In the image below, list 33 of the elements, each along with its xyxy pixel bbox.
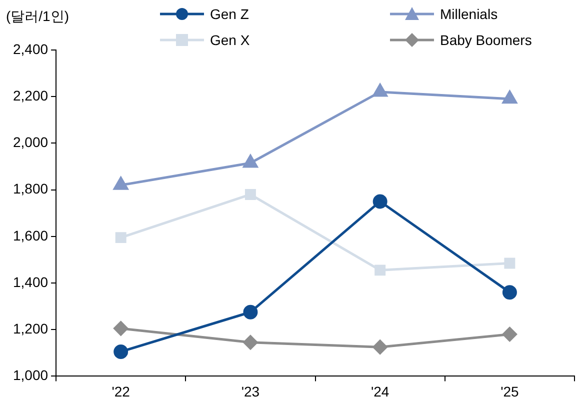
point: [502, 327, 517, 342]
point: [374, 264, 386, 276]
point: [372, 84, 388, 97]
legend-label: Gen Z: [210, 6, 249, 22]
legend-label: Baby Boomers: [440, 32, 532, 48]
y-tick-label: 1,600: [12, 227, 48, 244]
point: [243, 154, 258, 168]
point: [114, 176, 128, 190]
y-tick-label: 2,400: [12, 40, 48, 57]
y-tick-label: 1,200: [12, 320, 48, 336]
point: [243, 335, 258, 350]
point: [504, 258, 516, 269]
point: [243, 304, 258, 320]
y-tick-label: 1,400: [12, 274, 48, 290]
point: [244, 188, 256, 200]
x-tick-label: '25: [500, 383, 520, 400]
y-tick-label: 2,200: [12, 87, 48, 104]
x-tick-label: '23: [241, 383, 260, 400]
x-tick-label: '22: [112, 383, 130, 400]
point: [115, 232, 126, 244]
point: [372, 194, 388, 209]
legend-label: Gen X: [210, 32, 250, 48]
y-axis-title: (달러/1인): [6, 8, 69, 26]
y-tick-label: 1,000: [12, 367, 48, 384]
point: [114, 321, 128, 336]
point: [502, 285, 517, 300]
point: [502, 90, 518, 104]
y-tick-label: 2,000: [12, 134, 48, 150]
y-tick-label: 1,800: [12, 180, 48, 197]
point: [114, 344, 128, 359]
point: [372, 340, 388, 354]
x-tick-label: '24: [370, 383, 390, 400]
legend-label: Millenials: [440, 6, 498, 22]
